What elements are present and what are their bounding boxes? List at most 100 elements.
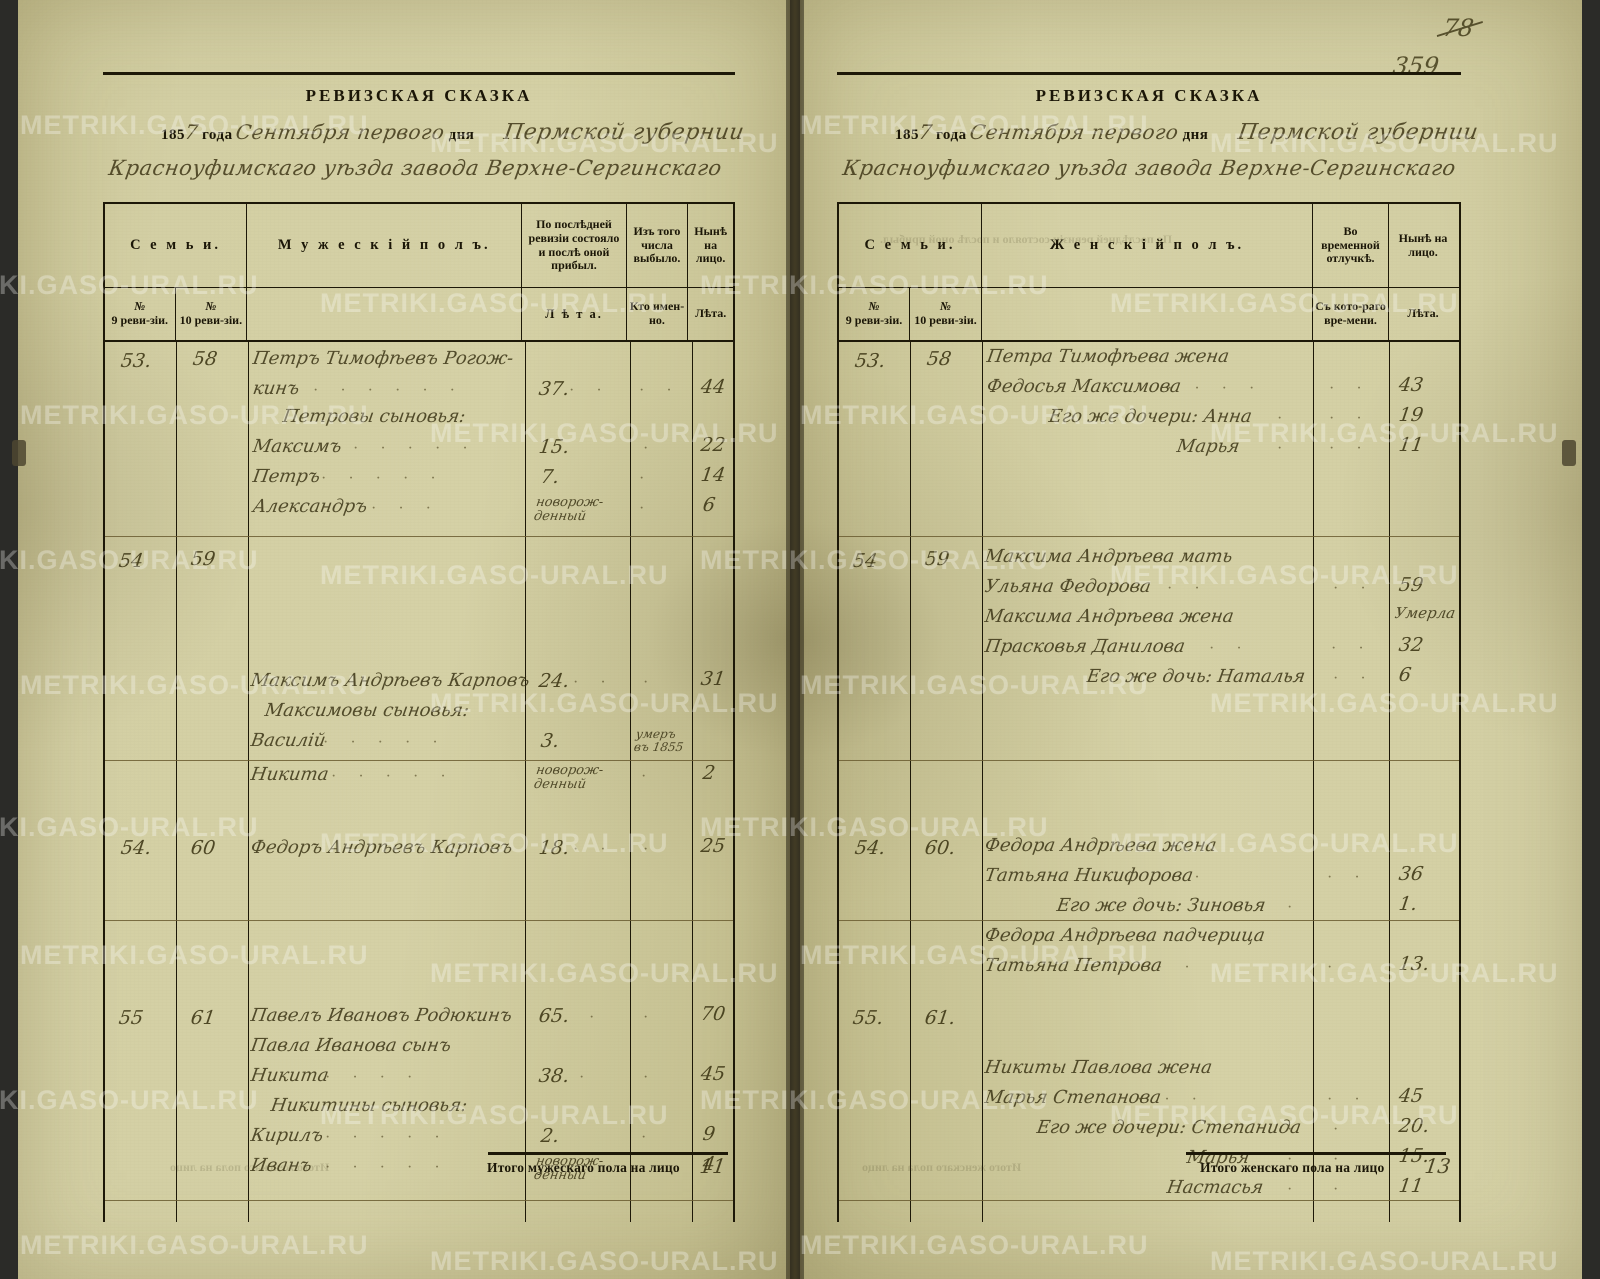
header-no-9-label: 9 реви-зіи. xyxy=(111,313,169,327)
leader-dots: · xyxy=(641,1129,656,1146)
date-handwritten: Сентября первого xyxy=(234,120,447,144)
table-row: 54 xyxy=(117,550,145,572)
row-divider xyxy=(105,536,733,537)
table-row: 58 xyxy=(925,348,953,370)
col-divider xyxy=(1313,342,1314,1222)
header-row-2-left: № 9 реви-зіи. № 10 реви-зіи. Л ѣ т а. Кто … xyxy=(103,288,735,342)
table-row: 61 xyxy=(189,1007,217,1029)
leader-dots: · · · xyxy=(371,500,440,517)
list-item: Петра Тимофѣева жена xyxy=(985,346,1231,367)
leader-dots: · xyxy=(1287,1121,1302,1138)
list-item: Его же дочь: Зиновья xyxy=(1055,895,1268,916)
header-who-exactly: Кто имен-но. xyxy=(627,288,689,340)
list-item: Прасковья Данилова xyxy=(983,636,1187,657)
leader-dots: · · · xyxy=(1137,1091,1206,1108)
province-handwritten: Пермской губернии xyxy=(1236,120,1481,145)
table-cell-departed: умеръ въ 1855 xyxy=(632,727,685,754)
list-item: Федоръ Андрѣевъ Карповъ xyxy=(249,837,514,858)
table-cell-age-now: 43 xyxy=(1397,374,1425,396)
header-spacer xyxy=(247,288,523,340)
table-row: 54. xyxy=(119,837,153,859)
leader-dots: · · xyxy=(1331,640,1373,657)
list-item: Иванъ xyxy=(249,1155,314,1176)
list-item: кинъ xyxy=(251,378,301,399)
year-line-left: 1857 года Сентября первого дня Пермской … xyxy=(161,120,746,154)
list-item: Максимовы сыновья: xyxy=(263,700,471,721)
leader-dots: · xyxy=(589,1009,604,1026)
leader-dots: · · · · xyxy=(1167,380,1264,397)
list-item: Максимъ Андрѣевъ Карповъ xyxy=(249,670,532,691)
leader-dots: · · xyxy=(1157,959,1199,976)
header-family: С е м ь и. xyxy=(105,204,248,287)
leader-dots: · xyxy=(1277,410,1292,427)
leader-dots: · · xyxy=(573,674,615,691)
leader-dots: · xyxy=(1333,1121,1348,1138)
header-no-10th-revision: № 10 реви-зіи. xyxy=(910,288,982,340)
table-cell-age-now: 36 xyxy=(1397,863,1425,885)
list-item: Его же дочери: Степанида xyxy=(1035,1117,1303,1138)
header-spacer xyxy=(982,288,1313,340)
leader-dots: · · xyxy=(573,841,615,858)
list-item: Никита xyxy=(249,764,331,785)
leader-dots: · xyxy=(1333,1181,1348,1198)
table-cell-age-old: новорож-денный xyxy=(532,495,605,524)
row-divider xyxy=(839,1200,1459,1201)
leader-dots: · xyxy=(641,768,656,785)
header-family: С е м ь и. xyxy=(839,204,982,287)
year-line-right: 1857 года Сентября первого дня Пермской … xyxy=(895,120,1480,154)
table-cell-age-now: 59 xyxy=(1397,574,1425,596)
year-word: года xyxy=(201,127,233,143)
leader-dots: · · xyxy=(569,382,611,399)
leader-dots: · xyxy=(643,1009,658,1026)
row-divider xyxy=(105,1200,733,1201)
header-no-10th-revision: № 10 реви-зіи. xyxy=(176,288,248,340)
leader-dots: · xyxy=(643,841,658,858)
leader-dots: · xyxy=(1287,670,1302,687)
leader-dots: · · xyxy=(1209,640,1251,657)
list-item: Петровы сыновья: xyxy=(281,406,468,427)
leader-dots: · · xyxy=(1329,440,1371,457)
col-divider xyxy=(982,342,983,1222)
list-item: Павелъ Ивановъ Родюкинъ xyxy=(249,1005,514,1026)
table-cell-age-now: 44 xyxy=(699,376,727,398)
header-now-present: Нынѣ на лицо. xyxy=(1398,230,1448,259)
table-cell-age-now: 20. xyxy=(1397,1115,1431,1137)
table-row: 59 xyxy=(189,548,217,570)
table-row: 54 xyxy=(851,550,879,572)
leader-dots: · · xyxy=(1329,380,1371,397)
year-suffix-handwritten: 7 xyxy=(183,120,201,144)
top-rule xyxy=(103,72,735,75)
table-cell-age-old: 15. xyxy=(537,436,571,458)
leader-dots: · · xyxy=(1327,869,1369,886)
list-item: Федосья Максимова xyxy=(985,376,1183,397)
header-now-present: Нынѣ на лицо. xyxy=(694,223,728,266)
table-cell-status: Умерла xyxy=(1393,604,1457,622)
leader-dots: · xyxy=(1327,959,1342,976)
number-sign-icon: № xyxy=(134,299,146,314)
header-row-1-right: С е м ь и. Ж е н с к і й п о л ъ. Во вре… xyxy=(837,202,1461,288)
total-rule-left xyxy=(488,1152,728,1155)
table-cell-age-old: 65. xyxy=(537,1005,571,1027)
leader-dots: · · · · xyxy=(325,1069,422,1086)
header-last-revision: По послѣдней ревизіи состояло и послѣ он… xyxy=(522,204,627,287)
table-row: 55. xyxy=(851,1007,885,1029)
col-divider xyxy=(525,342,526,1222)
table-row: 61. xyxy=(923,1007,957,1029)
header-no-10-label: 10 реви-зіи. xyxy=(914,313,977,327)
header-of-which-left: Изъ того числа выбыло. xyxy=(627,204,689,287)
table-cell-age-old: 38. xyxy=(537,1065,571,1087)
header-years-2: Лѣта. xyxy=(695,306,727,321)
leader-dots: · · xyxy=(1333,670,1375,687)
number-sign-icon: № xyxy=(205,299,217,314)
leader-dots: · · xyxy=(639,382,681,399)
top-rule xyxy=(837,72,1461,75)
day-word: дня xyxy=(1182,127,1209,143)
table-cell-age-now: 19 xyxy=(1397,404,1425,426)
table-cell-age-now: 11 xyxy=(1397,434,1425,456)
list-item: Федора Андрѣева жена xyxy=(983,835,1219,856)
col-divider xyxy=(910,342,911,1222)
row-divider xyxy=(839,760,1459,761)
row-divider xyxy=(105,760,733,761)
list-item: Федора Андрѣева падчерица xyxy=(983,925,1267,946)
table-cell-age-now: 45 xyxy=(1397,1085,1425,1107)
